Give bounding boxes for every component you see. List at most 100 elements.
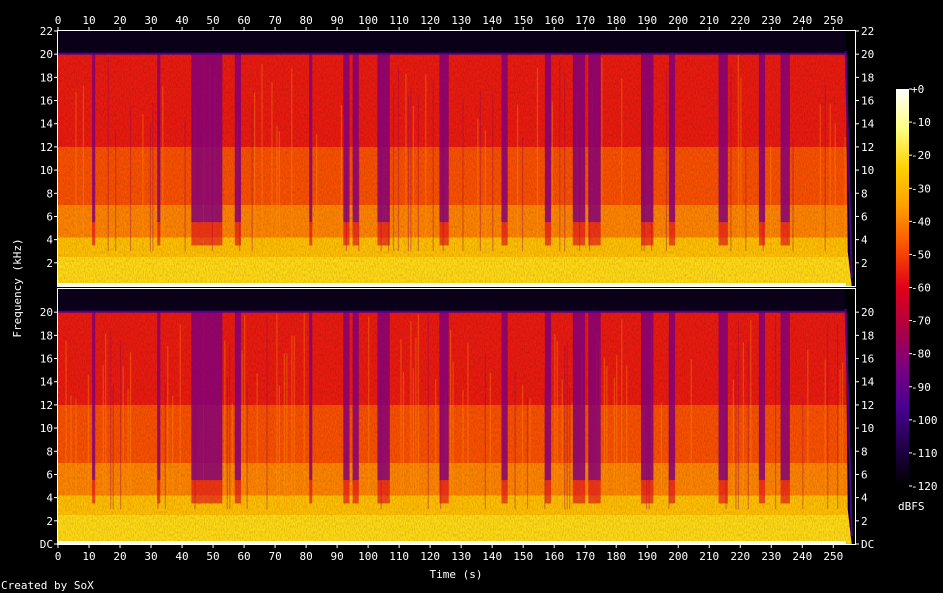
spectrum-stripe — [127, 389, 129, 510]
quiet-segment — [352, 54, 359, 223]
colorbar-fill — [896, 89, 909, 486]
quiet-segment — [92, 54, 96, 223]
spectrum-stripe — [770, 145, 772, 252]
quiet-segment — [758, 54, 766, 223]
quiet-segment — [780, 54, 790, 223]
quiet-segment-low — [309, 222, 313, 246]
channel-1-panel — [57, 30, 856, 287]
x-tick-label: 200 — [668, 550, 688, 563]
x-tick-label: 20 — [113, 550, 126, 563]
spectrum-stripe — [291, 335, 293, 510]
spectrum-stripe — [75, 398, 77, 510]
spectrum-stripe — [492, 94, 494, 252]
spectrum-stripe — [660, 402, 663, 510]
spectrum-stripe — [425, 74, 427, 252]
quiet-segment — [588, 312, 601, 481]
colorbar-tick-label: -110 — [911, 447, 938, 460]
x-tick-label: 50 — [206, 550, 219, 563]
channel-2-panel — [57, 288, 856, 545]
spectrum-stripe — [807, 349, 809, 510]
quiet-segment-low — [718, 480, 728, 504]
spectrum-texture — [58, 31, 855, 286]
y-tick-label: 2 — [861, 515, 868, 528]
quiet-segment — [588, 54, 601, 223]
spectrum-stripe — [129, 105, 132, 252]
y-tick-label: 10 — [861, 422, 874, 435]
cutoff-region — [58, 31, 855, 55]
y-tick-label: 14 — [861, 376, 875, 389]
quiet-segment — [191, 54, 204, 223]
x-tick-label: 230 — [761, 550, 781, 563]
quiet-segment-low — [203, 222, 223, 246]
cutoff-edge — [58, 310, 855, 313]
quiet-segment — [191, 312, 204, 481]
spectrum-stripe — [224, 340, 226, 510]
y-tick-label: 2 — [861, 257, 868, 270]
quiet-segment — [203, 312, 223, 481]
quiet-segment-low — [572, 480, 586, 504]
colorbar: +0 -10 -20 -30 -40 -50 -60 -70 -80 -90 -100 -110 -12… — [896, 83, 938, 513]
spectrum-stripe — [559, 59, 561, 252]
quiet-segment — [668, 312, 676, 481]
quiet-segment — [309, 54, 313, 223]
colorbar-tick-label: -80 — [911, 348, 931, 361]
spectrum-stripe — [110, 330, 112, 510]
spectrum-stripe — [402, 372, 405, 510]
spectrum-stripe — [276, 313, 278, 510]
y-tick-label: 4 — [861, 234, 868, 247]
y-tick-label: 12 — [861, 399, 874, 412]
quiet-segment-low — [758, 480, 766, 504]
x-tick-label: 130 — [451, 14, 471, 27]
spectrum-stripe — [834, 123, 836, 252]
end-rolloff — [845, 289, 855, 544]
quiet-segment — [234, 54, 241, 223]
quiet-segment — [343, 54, 350, 223]
spectrum-stripe — [241, 350, 243, 510]
quiet-segment — [377, 54, 390, 223]
y-axis-bottom-left: DC 2 4 6 8 10 12 14 16 18 20 — [40, 306, 58, 551]
quiet-segment — [352, 312, 359, 481]
quiet-segment — [668, 54, 676, 223]
quiet-segment-low — [588, 222, 601, 246]
quiet-segment-low — [377, 222, 390, 246]
colorbar-tick-label: -40 — [911, 215, 931, 228]
x-tick-label: 230 — [761, 14, 781, 27]
x-tick-label: 190 — [637, 550, 657, 563]
quiet-segment — [234, 312, 241, 481]
spectrum-stripe — [824, 84, 826, 252]
quiet-segment — [203, 54, 223, 223]
x-tick-label: 50 — [206, 14, 219, 27]
spectrum-stripe — [293, 335, 295, 510]
spectrum-stripe — [668, 334, 670, 510]
quiet-segment — [758, 312, 766, 481]
spectrum-stripe — [556, 340, 558, 510]
quiet-segment — [641, 54, 654, 223]
spectrum-stripe — [251, 104, 253, 252]
quiet-segment-low — [157, 222, 161, 246]
spectrum-stripe — [368, 316, 370, 510]
spectrum-stripe — [172, 396, 174, 510]
spectrum-stripe — [405, 73, 407, 252]
colorbar-tick-label: +0 — [911, 83, 924, 96]
y-tick-label: 10 — [861, 164, 874, 177]
x-tick-label: 70 — [268, 14, 281, 27]
y-tick-label: 16 — [40, 353, 53, 366]
spectrum-stripe — [184, 116, 186, 252]
quiet-segment-low — [641, 480, 654, 504]
x-tick-label: 10 — [82, 550, 95, 563]
y-tick-label: 6 — [861, 468, 868, 481]
spectrum-stripe — [149, 124, 151, 252]
y-tick-label: 6 — [46, 468, 53, 481]
spectrum-stripe — [839, 369, 841, 510]
spectrum-stripe — [827, 323, 829, 510]
x-tick-label: 80 — [299, 550, 312, 563]
spectrum-stripe — [278, 385, 281, 510]
x-tick-label: 120 — [420, 550, 440, 563]
x-tick-label: 210 — [699, 14, 719, 27]
colorbar-tick-label: -90 — [911, 381, 931, 394]
x-tick-label: 10 — [82, 14, 95, 27]
x-tick-label: 0 — [55, 14, 62, 27]
y-tick-label: 4 — [46, 492, 53, 505]
spectrum-stripe — [841, 362, 844, 510]
